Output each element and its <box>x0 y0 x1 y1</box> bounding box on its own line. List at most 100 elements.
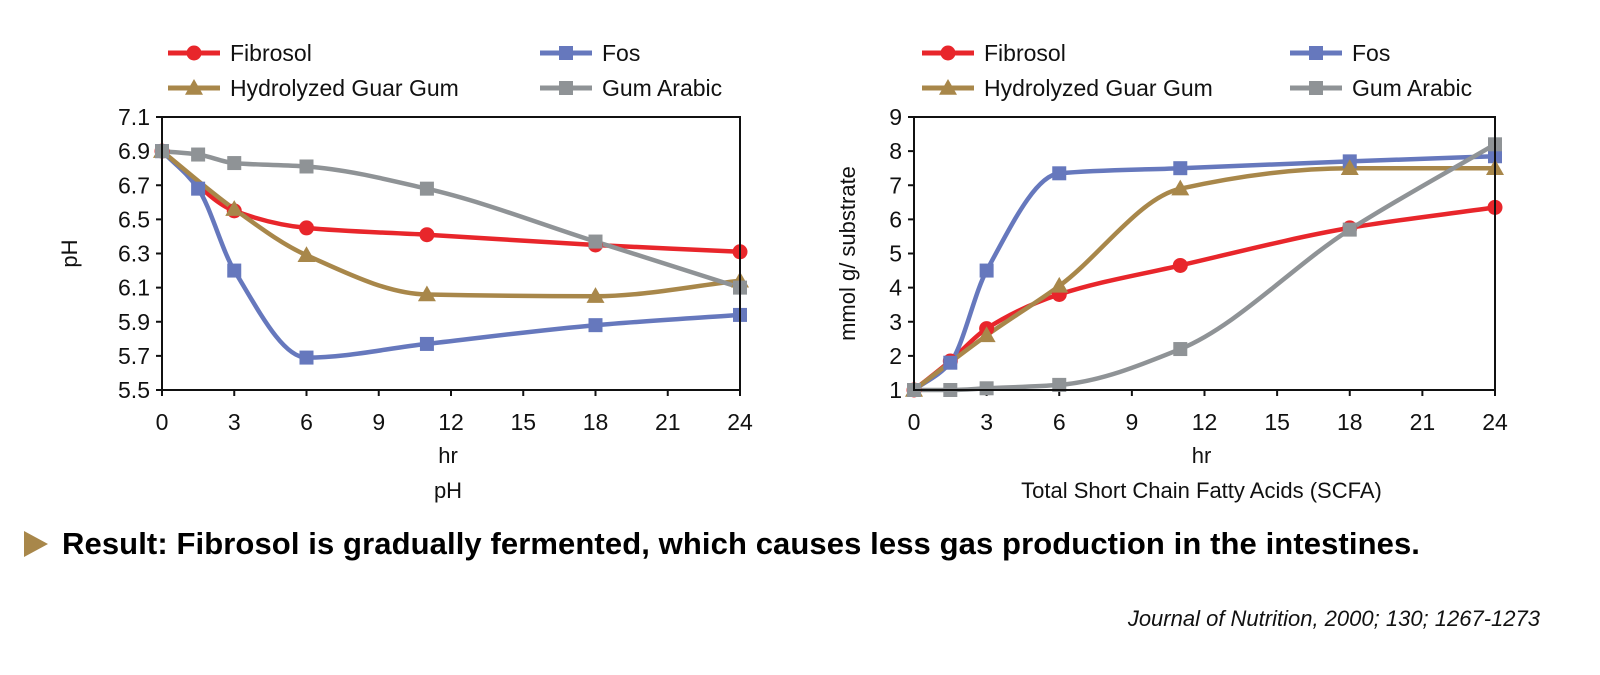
data-point <box>299 350 314 365</box>
series-line <box>159 148 743 299</box>
data-point <box>225 200 244 216</box>
x-tick-label: 3 <box>980 409 993 435</box>
y-tick-label: 2 <box>889 343 902 369</box>
x-tick-label: 3 <box>228 409 241 435</box>
x-tick-label: 21 <box>1410 409 1436 435</box>
x-tick-label: 24 <box>1482 409 1508 435</box>
data-point <box>588 234 603 249</box>
data-point <box>417 285 436 302</box>
chart-title: Total Short Chain Fatty Acids (SCFA) <box>1021 478 1382 503</box>
y-axis-label: pH <box>57 239 82 267</box>
data-point <box>1173 161 1188 176</box>
data-point <box>299 159 314 174</box>
x-tick-label: 0 <box>908 409 921 435</box>
x-tick-label: 24 <box>727 409 753 435</box>
legend-label: Fibrosol <box>984 40 1066 66</box>
y-tick-label: 6.1 <box>118 275 150 301</box>
y-tick-label: 6.7 <box>118 172 150 198</box>
x-tick-label: 15 <box>510 409 536 435</box>
legend-marker <box>940 45 956 61</box>
legend-item-fos: Fos <box>1290 40 1390 66</box>
ph-chart: Fibrosol Fos Hydrolyzed Guar Gum Gum Arabic… <box>57 40 753 503</box>
series-fos <box>159 148 743 360</box>
data-point <box>977 326 996 343</box>
y-tick-label: 5.9 <box>118 309 150 335</box>
charts-area: Fibrosol Fos Hydrolyzed Guar Gum Gum Arabic… <box>57 40 1508 503</box>
legend-marker <box>185 79 203 95</box>
x-tick-label: 6 <box>1053 409 1066 435</box>
data-point <box>297 246 316 262</box>
series-gum-arabic <box>159 148 743 290</box>
chart-title: pH <box>434 478 462 503</box>
data-point <box>979 263 994 278</box>
legend-label: Fibrosol <box>230 40 312 66</box>
legend-item-gum-arabic: Gum Arabic <box>1290 75 1472 101</box>
x-tick-label: 12 <box>1192 409 1218 435</box>
result-text: Result: Fibrosol is gradually fermented,… <box>62 526 1421 561</box>
data-point <box>588 318 603 333</box>
series-line <box>159 148 743 290</box>
legend-label: Hydrolyzed Guar Gum <box>230 75 459 101</box>
data-point <box>227 263 242 278</box>
legend-marker <box>1309 46 1323 60</box>
series-fibrosol <box>911 205 1498 393</box>
x-tick-label: 6 <box>300 409 313 435</box>
plot-frame <box>161 116 741 391</box>
legend-label: Fos <box>602 40 640 66</box>
legend-item-hydrolyzed-guar-gum: Hydrolyzed Guar Gum <box>922 75 1213 101</box>
data-point <box>1173 342 1188 357</box>
y-tick-label: 6.9 <box>118 138 150 164</box>
y-tick-label: 6 <box>889 206 902 232</box>
triangle-bullet-icon <box>24 531 48 557</box>
data-point <box>1342 222 1357 237</box>
series-line <box>911 153 1498 393</box>
y-tick-label: 5 <box>889 241 902 267</box>
markers-hydrolyzed-guar-gum <box>153 142 749 303</box>
legend-label: Gum Arabic <box>1352 75 1472 101</box>
x-tick-label: 0 <box>156 409 169 435</box>
legend-item-fibrosol: Fibrosol <box>922 40 1066 66</box>
x-tick-label: 9 <box>1125 409 1138 435</box>
legend-label: Hydrolyzed Guar Gum <box>984 75 1213 101</box>
x-tick-label: 18 <box>1337 409 1363 435</box>
series-line <box>911 205 1498 393</box>
y-tick-label: 6.5 <box>118 206 150 232</box>
legend-item-gum-arabic: Gum Arabic <box>540 75 722 101</box>
legend-marker <box>186 45 202 61</box>
y-axis-label: mmol g/ substrate <box>835 166 860 341</box>
legend-label: Fos <box>1352 40 1390 66</box>
y-tick-label: 7 <box>889 172 902 198</box>
y-tick-label: 9 <box>889 104 902 130</box>
legend-marker <box>939 79 957 95</box>
legend-marker <box>559 81 573 95</box>
markers-fibrosol <box>906 199 1503 398</box>
legend-marker <box>1309 81 1323 95</box>
data-point <box>191 181 206 196</box>
data-point <box>227 156 242 171</box>
x-axis-label: hr <box>1192 443 1212 468</box>
y-tick-label: 8 <box>889 138 902 164</box>
y-tick-label: 6.3 <box>118 241 150 267</box>
data-point <box>586 287 605 303</box>
y-tick-label: 3 <box>889 309 902 335</box>
x-tick-label: 12 <box>438 409 464 435</box>
data-point <box>1171 179 1190 196</box>
series-line <box>911 165 1498 393</box>
series-hydrolyzed-guar-gum <box>159 148 743 299</box>
data-point <box>1340 159 1359 175</box>
legend: Fibrosol Fos Hydrolyzed Guar Gum Gum Arabic <box>922 40 1472 101</box>
legend-item-fibrosol: Fibrosol <box>168 40 312 66</box>
legend-item-fos: Fos <box>540 40 640 66</box>
y-tick-label: 1 <box>889 377 902 403</box>
data-point <box>191 147 206 162</box>
markers-fos <box>907 149 1502 397</box>
markers-fos <box>155 144 747 365</box>
series-line <box>159 148 743 360</box>
data-point <box>299 220 314 236</box>
markers-hydrolyzed-guar-gum <box>905 159 1504 397</box>
data-point <box>419 227 435 243</box>
data-point <box>979 381 994 396</box>
markers-gum-arabic <box>155 144 747 295</box>
series-hydrolyzed-guar-gum <box>911 165 1498 393</box>
data-point <box>419 336 434 351</box>
